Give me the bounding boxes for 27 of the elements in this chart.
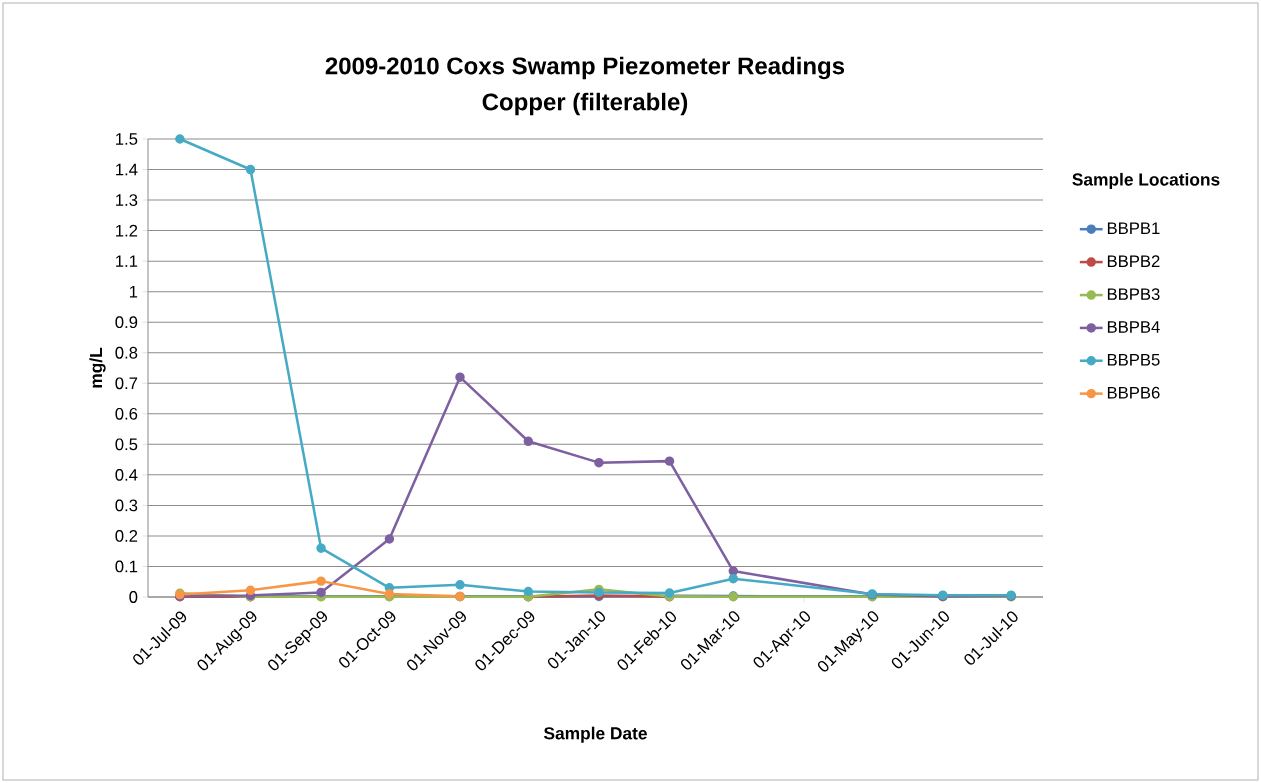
y-tick-label: 1.4 <box>116 163 138 176</box>
y-tick-label: 0 <box>129 591 138 603</box>
y-tick-label: 0.5 <box>115 438 138 451</box>
y-tick-label: 0.4 <box>115 468 138 481</box>
legend-label: BBPB6 <box>1107 386 1160 399</box>
y-tick-label: 1.1 <box>116 255 138 267</box>
legend-label: BBPB5 <box>1107 354 1160 366</box>
y-tick-label: 1 <box>129 285 138 298</box>
y-tick-label: 0.1 <box>115 560 138 573</box>
legend-label: BBPB3 <box>1107 288 1160 301</box>
y-tick-label: 0.9 <box>115 316 138 329</box>
y-tick-label: 1.2 <box>116 224 138 237</box>
y-tick-label: 1.3 <box>116 194 138 206</box>
y-tick-label: 0.6 <box>115 407 138 420</box>
y-tick-label: 0.3 <box>115 499 138 512</box>
legend-label: BBPB2 <box>1107 255 1160 267</box>
y-tick-label: 0.7 <box>115 377 138 390</box>
y-tick-label: 0.2 <box>115 530 138 542</box>
y-tick-label: 0.8 <box>115 346 138 359</box>
legend-label: BBPB4 <box>1107 321 1160 333</box>
y-tick-label: 1.5 <box>116 133 138 145</box>
y-axis-title: mg/L <box>89 347 106 388</box>
legend-title: Sample Locations <box>1072 172 1220 190</box>
legend-label: BBPB1 <box>1107 222 1160 234</box>
chart-subtitle: Copper (filterable) <box>482 92 688 116</box>
chart-title: 2009-2010 Coxs Swamp Piezometer Readings <box>325 56 845 80</box>
x-axis-title: Sample Date <box>543 726 647 743</box>
